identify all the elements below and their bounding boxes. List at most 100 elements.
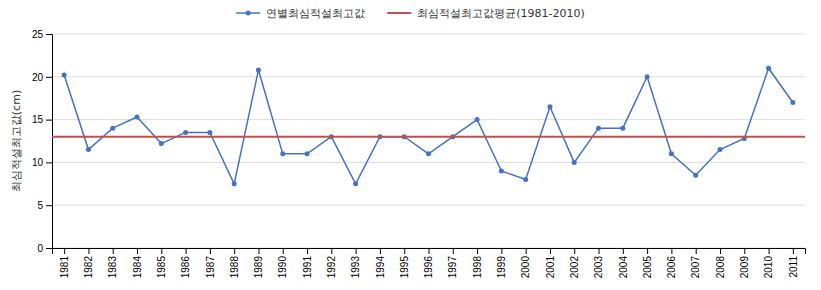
x-tick: 1982: [83, 248, 94, 278]
x-tick: 1981: [59, 248, 70, 278]
x-tick-label: 2000: [520, 256, 531, 279]
x-tick-label: 1994: [375, 256, 386, 279]
x-tick-mark: [404, 248, 405, 254]
data-point: [669, 151, 674, 156]
x-tick: 2005: [642, 248, 653, 278]
x-tick-mark: [88, 248, 89, 254]
data-point: [280, 151, 285, 156]
x-tick-label: 2006: [666, 256, 677, 279]
x-tick-label: 1991: [302, 256, 313, 279]
x-tick-label: 1997: [447, 256, 458, 279]
y-tick-label: 0: [37, 243, 43, 254]
data-point: [645, 74, 650, 79]
x-tick-mark: [64, 248, 65, 254]
y-axis-title: 최심적설최고값(cm): [10, 90, 23, 192]
x-tick: 2009: [739, 248, 750, 278]
y-tick-label: 5: [37, 200, 43, 211]
x-tick: 2006: [666, 248, 677, 278]
x-tick: 2008: [715, 248, 726, 278]
x-tick-mark: [137, 248, 138, 254]
data-point: [207, 130, 212, 135]
x-tick-mark: [307, 248, 308, 254]
x-tick-label: 1989: [253, 256, 264, 279]
data-point: [426, 151, 431, 156]
x-tick: 1984: [132, 248, 143, 278]
x-tick-mark: [574, 248, 575, 254]
x-tick: 1997: [447, 248, 458, 278]
x-axis: 1981198219831984198519861987198819891990…: [53, 248, 806, 278]
x-tick: 2003: [593, 248, 604, 278]
series-line: [64, 68, 793, 184]
x-tick-label: 1999: [496, 256, 507, 279]
average-line: [52, 136, 805, 138]
legend-marker: [246, 11, 251, 16]
data-point: [86, 147, 91, 152]
data-point: [232, 181, 237, 186]
y-tick-mark: [46, 34, 52, 35]
data-point: [499, 168, 504, 173]
data-point: [620, 126, 625, 131]
x-tick-mark: [356, 248, 357, 254]
x-tick-label: 1982: [83, 256, 94, 279]
grid-line: [52, 205, 805, 206]
y-tick: 25: [32, 29, 52, 40]
x-tick-label: 2004: [618, 256, 629, 279]
y-tick-label: 15: [32, 114, 44, 125]
x-tick-mark: [210, 248, 211, 254]
x-tick-label: 1984: [132, 256, 143, 279]
x-tick-mark: [331, 248, 332, 254]
x-tick-mark: [526, 248, 527, 254]
y-tick: 10: [32, 157, 52, 168]
x-tick: 2001: [545, 248, 556, 278]
data-point: [523, 177, 528, 182]
x-tick-mark: [744, 248, 745, 254]
y-tick: 5: [37, 200, 52, 211]
x-tick: 1998: [472, 248, 483, 278]
x-tick-mark: [671, 248, 672, 254]
legend-label: 최심적설최고값평균(1981-2010): [417, 7, 585, 20]
x-tick: 1983: [107, 248, 118, 278]
data-point: [693, 173, 698, 178]
data-point: [135, 115, 140, 120]
x-tick-label: 1983: [107, 256, 118, 279]
x-tick: 1985: [156, 248, 167, 278]
x-tick-mark: [453, 248, 454, 254]
y-axis-line: [46, 35, 53, 249]
x-tick-mark: [113, 248, 114, 254]
y-tick-mark: [46, 77, 52, 78]
grid: [52, 34, 805, 248]
x-tick: 2004: [618, 248, 629, 278]
x-tick-mark: [793, 248, 794, 254]
plot-area: [52, 66, 805, 187]
data-point: [353, 181, 358, 186]
x-tick: 1991: [302, 248, 313, 278]
x-tick-mark: [550, 248, 551, 254]
x-tick-mark: [501, 248, 502, 254]
x-tick: 1999: [496, 248, 507, 278]
legend-label: 연별최심적설최고값: [266, 7, 365, 20]
x-tick-label: 2011: [788, 256, 799, 278]
grid-line: [52, 76, 805, 77]
y-tick-label: 10: [32, 157, 44, 168]
x-tick-mark: [720, 248, 721, 254]
x-tick-mark: [283, 248, 284, 254]
x-tick-label: 2009: [739, 256, 750, 279]
legend-item: 최심적설최고값평균(1981-2010): [387, 7, 585, 20]
x-tick-label: 2007: [690, 256, 701, 279]
data-point: [62, 73, 67, 78]
x-tick-mark: [623, 248, 624, 254]
y-tick-label: 20: [32, 72, 44, 83]
x-tick-mark: [477, 248, 478, 254]
x-tick-label: 2003: [593, 256, 604, 279]
x-tick-label: 2005: [642, 256, 653, 279]
x-tick-mark: [599, 248, 600, 254]
x-tick-label: 1990: [277, 256, 288, 279]
y-tick-mark: [46, 120, 52, 121]
y-axis: 0 5 10 15 20 25: [32, 29, 53, 254]
x-axis-line: [53, 249, 806, 255]
data-point: [256, 67, 261, 72]
x-tick-label: 1998: [472, 256, 483, 279]
x-tick-label: 1986: [180, 256, 191, 279]
x-tick: 1993: [350, 248, 361, 278]
x-tick: 2000: [520, 248, 531, 278]
